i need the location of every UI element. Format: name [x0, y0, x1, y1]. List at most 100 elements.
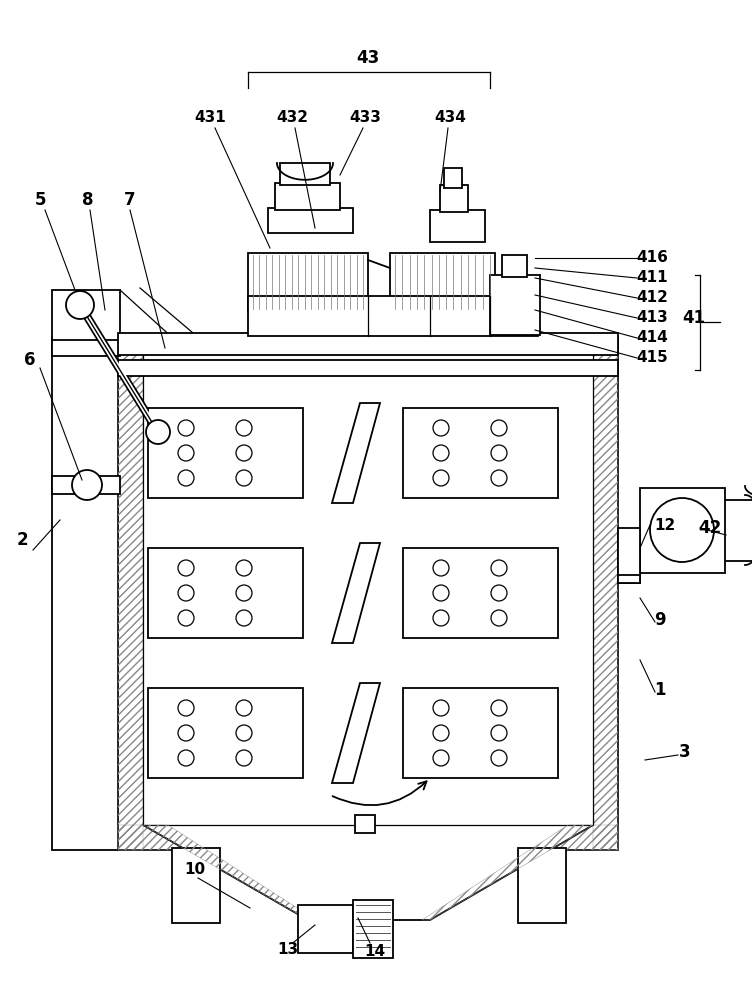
- Polygon shape: [332, 683, 380, 783]
- Bar: [118, 338, 618, 850]
- Bar: [52, 338, 118, 850]
- Bar: [618, 528, 640, 583]
- Text: 10: 10: [184, 862, 205, 878]
- Bar: [403, 688, 558, 778]
- Circle shape: [491, 560, 507, 576]
- Text: 6: 6: [24, 351, 36, 369]
- Bar: [440, 185, 468, 212]
- Circle shape: [491, 445, 507, 461]
- Circle shape: [433, 585, 449, 601]
- Circle shape: [236, 585, 252, 601]
- Circle shape: [236, 700, 252, 716]
- Text: 42: 42: [699, 519, 722, 537]
- Bar: [593, 338, 618, 850]
- Bar: [52, 476, 120, 494]
- Bar: [298, 905, 353, 953]
- Bar: [148, 408, 303, 498]
- Bar: [518, 848, 566, 923]
- Bar: [143, 338, 593, 825]
- Text: 9: 9: [654, 611, 666, 629]
- Text: 412: 412: [636, 290, 668, 306]
- Text: 12: 12: [654, 518, 675, 532]
- Bar: [502, 255, 527, 277]
- Bar: [118, 360, 618, 376]
- Bar: [248, 253, 368, 311]
- Text: 415: 415: [636, 351, 668, 365]
- Circle shape: [236, 445, 252, 461]
- Text: 413: 413: [636, 310, 668, 326]
- Circle shape: [433, 725, 449, 741]
- Circle shape: [236, 420, 252, 436]
- Bar: [148, 548, 303, 638]
- Circle shape: [491, 585, 507, 601]
- Polygon shape: [332, 543, 380, 643]
- Circle shape: [236, 725, 252, 741]
- Circle shape: [433, 420, 449, 436]
- Text: 434: 434: [434, 110, 466, 125]
- Bar: [355, 815, 375, 833]
- Bar: [390, 253, 495, 311]
- Polygon shape: [143, 825, 593, 920]
- Bar: [118, 825, 618, 850]
- Circle shape: [491, 700, 507, 716]
- Text: 3: 3: [679, 743, 691, 761]
- Bar: [148, 688, 303, 778]
- Circle shape: [72, 470, 102, 500]
- Circle shape: [178, 610, 194, 626]
- Circle shape: [433, 470, 449, 486]
- Text: 2: 2: [17, 531, 28, 549]
- Circle shape: [236, 610, 252, 626]
- Circle shape: [491, 610, 507, 626]
- Circle shape: [433, 610, 449, 626]
- Text: 411: 411: [636, 270, 668, 286]
- Bar: [640, 488, 725, 573]
- Bar: [430, 210, 485, 242]
- Text: 432: 432: [276, 110, 308, 125]
- Text: 416: 416: [636, 250, 668, 265]
- Circle shape: [178, 750, 194, 766]
- Text: 7: 7: [124, 191, 136, 209]
- Circle shape: [236, 560, 252, 576]
- Circle shape: [178, 560, 194, 576]
- Circle shape: [66, 291, 94, 319]
- Bar: [280, 163, 330, 185]
- Bar: [444, 168, 462, 188]
- Bar: [275, 183, 340, 210]
- Text: 8: 8: [82, 191, 94, 209]
- Circle shape: [491, 725, 507, 741]
- Text: 13: 13: [277, 942, 299, 958]
- Bar: [403, 408, 558, 498]
- Circle shape: [178, 585, 194, 601]
- Bar: [172, 848, 220, 923]
- Circle shape: [491, 750, 507, 766]
- Circle shape: [433, 750, 449, 766]
- Circle shape: [433, 560, 449, 576]
- Text: 1: 1: [654, 681, 666, 699]
- Circle shape: [491, 420, 507, 436]
- Text: 433: 433: [349, 110, 381, 125]
- Bar: [118, 338, 143, 850]
- Text: 431: 431: [194, 110, 226, 125]
- Bar: [490, 275, 540, 335]
- Circle shape: [178, 470, 194, 486]
- Bar: [618, 575, 640, 583]
- Circle shape: [491, 470, 507, 486]
- Circle shape: [236, 470, 252, 486]
- Circle shape: [146, 420, 170, 444]
- Circle shape: [433, 445, 449, 461]
- Circle shape: [236, 750, 252, 766]
- Circle shape: [178, 420, 194, 436]
- Bar: [118, 333, 618, 355]
- Circle shape: [178, 445, 194, 461]
- Bar: [353, 900, 393, 958]
- Text: 414: 414: [636, 330, 668, 346]
- Text: 41: 41: [682, 309, 705, 327]
- Circle shape: [178, 700, 194, 716]
- Text: 14: 14: [365, 944, 386, 960]
- Bar: [248, 296, 538, 336]
- Bar: [268, 208, 353, 233]
- Polygon shape: [332, 403, 380, 503]
- Bar: [403, 548, 558, 638]
- Bar: [52, 338, 120, 356]
- Bar: [52, 290, 120, 340]
